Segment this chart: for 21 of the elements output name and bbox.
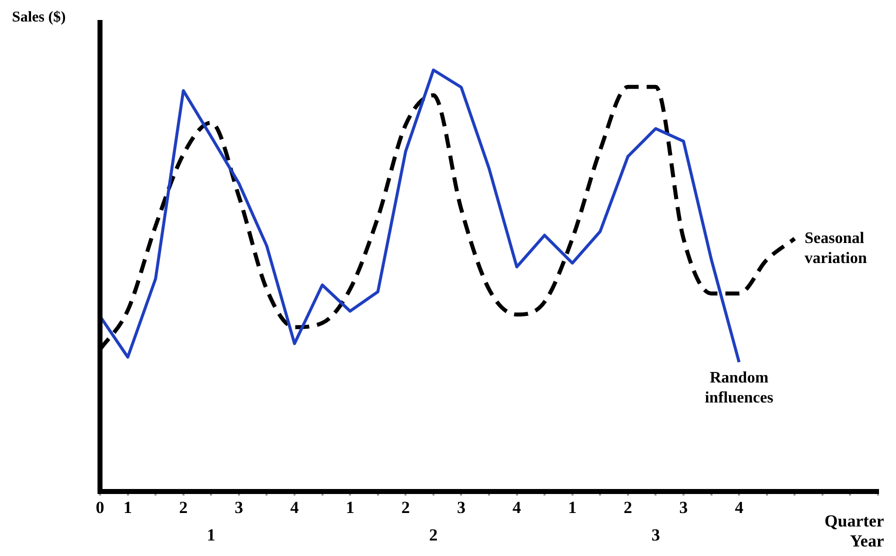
x-tick-label: 1 — [124, 498, 132, 518]
text: 1 — [206, 525, 216, 544]
series-label: Random influences — [704, 369, 774, 406]
x-tick-label: 1 — [568, 498, 577, 518]
x-axis-title: Quarter — [824, 511, 884, 530]
text: 2 — [429, 525, 438, 544]
x-tick-label: 2 — [179, 498, 188, 518]
series-label: Seasonal variation — [804, 230, 867, 267]
x-tick-label: 3 — [456, 498, 466, 518]
x-tick-label: 4 — [290, 498, 300, 518]
x-tick-label: 3 — [234, 498, 244, 518]
x-tick-label: 0 — [96, 498, 104, 518]
x-tick-label: 2 — [401, 498, 410, 518]
text: 3 — [651, 525, 660, 544]
x-tick-label: 4 — [512, 498, 522, 518]
x2-axis-title: Year — [850, 531, 884, 550]
x-tick-label: 4 — [734, 498, 744, 518]
x-tick-label: 2 — [624, 498, 632, 518]
y-axis-title: Sales ($) — [12, 9, 66, 26]
x-tick-label: 3 — [679, 498, 688, 518]
x-tick-label: 1 — [346, 498, 354, 518]
